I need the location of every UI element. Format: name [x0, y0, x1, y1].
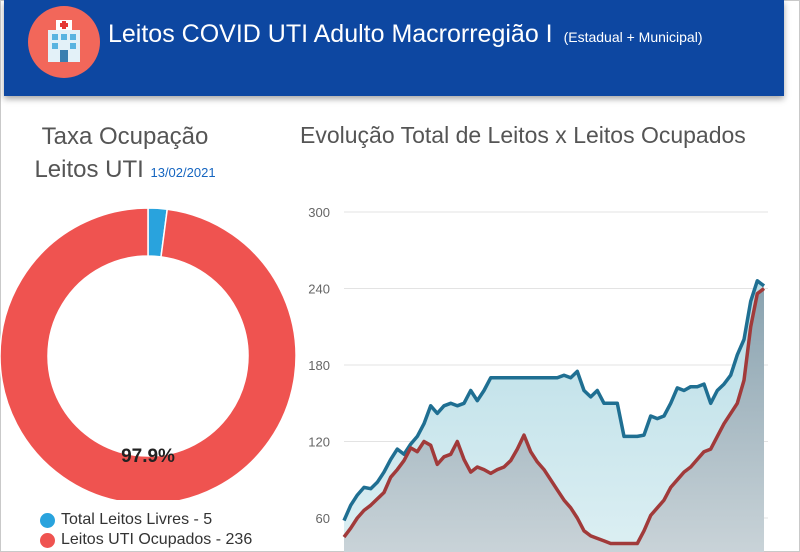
occupancy-title-line1: Taxa Ocupação [41, 123, 209, 150]
legend-item-free[interactable]: Total Leitos Livres - 5 [40, 510, 252, 530]
page-header: Leitos COVID UTI Adulto Macrorregião I (… [4, 0, 784, 96]
page-title: Leitos COVID UTI Adulto Macrorregião I (… [108, 20, 702, 49]
y-tick-label: 60 [316, 511, 330, 526]
occupancy-donut-chart: 97.9% [0, 207, 297, 500]
legend-occupied-label: Leitos UTI Ocupados - 236 [61, 531, 253, 548]
donut-legend: Total Leitos Livres - 5 Leitos UTI Ocupa… [40, 510, 252, 550]
y-tick-label: 180 [308, 358, 330, 373]
occupancy-title: Taxa Ocupação Leitos UTI 13/02/2021 [0, 120, 250, 189]
evolution-chart-title: Evolução Total de Leitos x Leitos Ocupad… [300, 122, 746, 148]
legend-occupied-swatch [40, 532, 55, 548]
occupancy-title-line2: Leitos UTI [34, 156, 144, 183]
y-tick-label: 120 [308, 435, 330, 450]
occupancy-date: 13/02/2021 [150, 165, 216, 180]
legend-free-swatch [40, 512, 55, 528]
occupancy-percent-label: 97.9% [121, 446, 175, 467]
y-tick-label: 240 [308, 282, 330, 297]
page-subtitle: (Estadual + Municipal) [563, 29, 703, 45]
y-tick-label: 300 [308, 205, 330, 220]
page-title-text: Leitos COVID UTI Adulto Macrorregião I [108, 20, 553, 48]
series-line-leitos-ocupados [342, 287, 766, 546]
hospital-icon [28, 6, 100, 78]
donut-slice-occupied[interactable] [0, 207, 297, 500]
legend-item-occupied[interactable]: Leitos UTI Ocupados - 236 [40, 530, 252, 550]
evolution-line-chart: 60 120 180 240 300 [308, 205, 768, 552]
legend-free-label: Total Leitos Livres - 5 [61, 511, 213, 528]
series-line-total-leitos [342, 279, 766, 522]
area-leitos-ocupados [344, 288, 764, 552]
